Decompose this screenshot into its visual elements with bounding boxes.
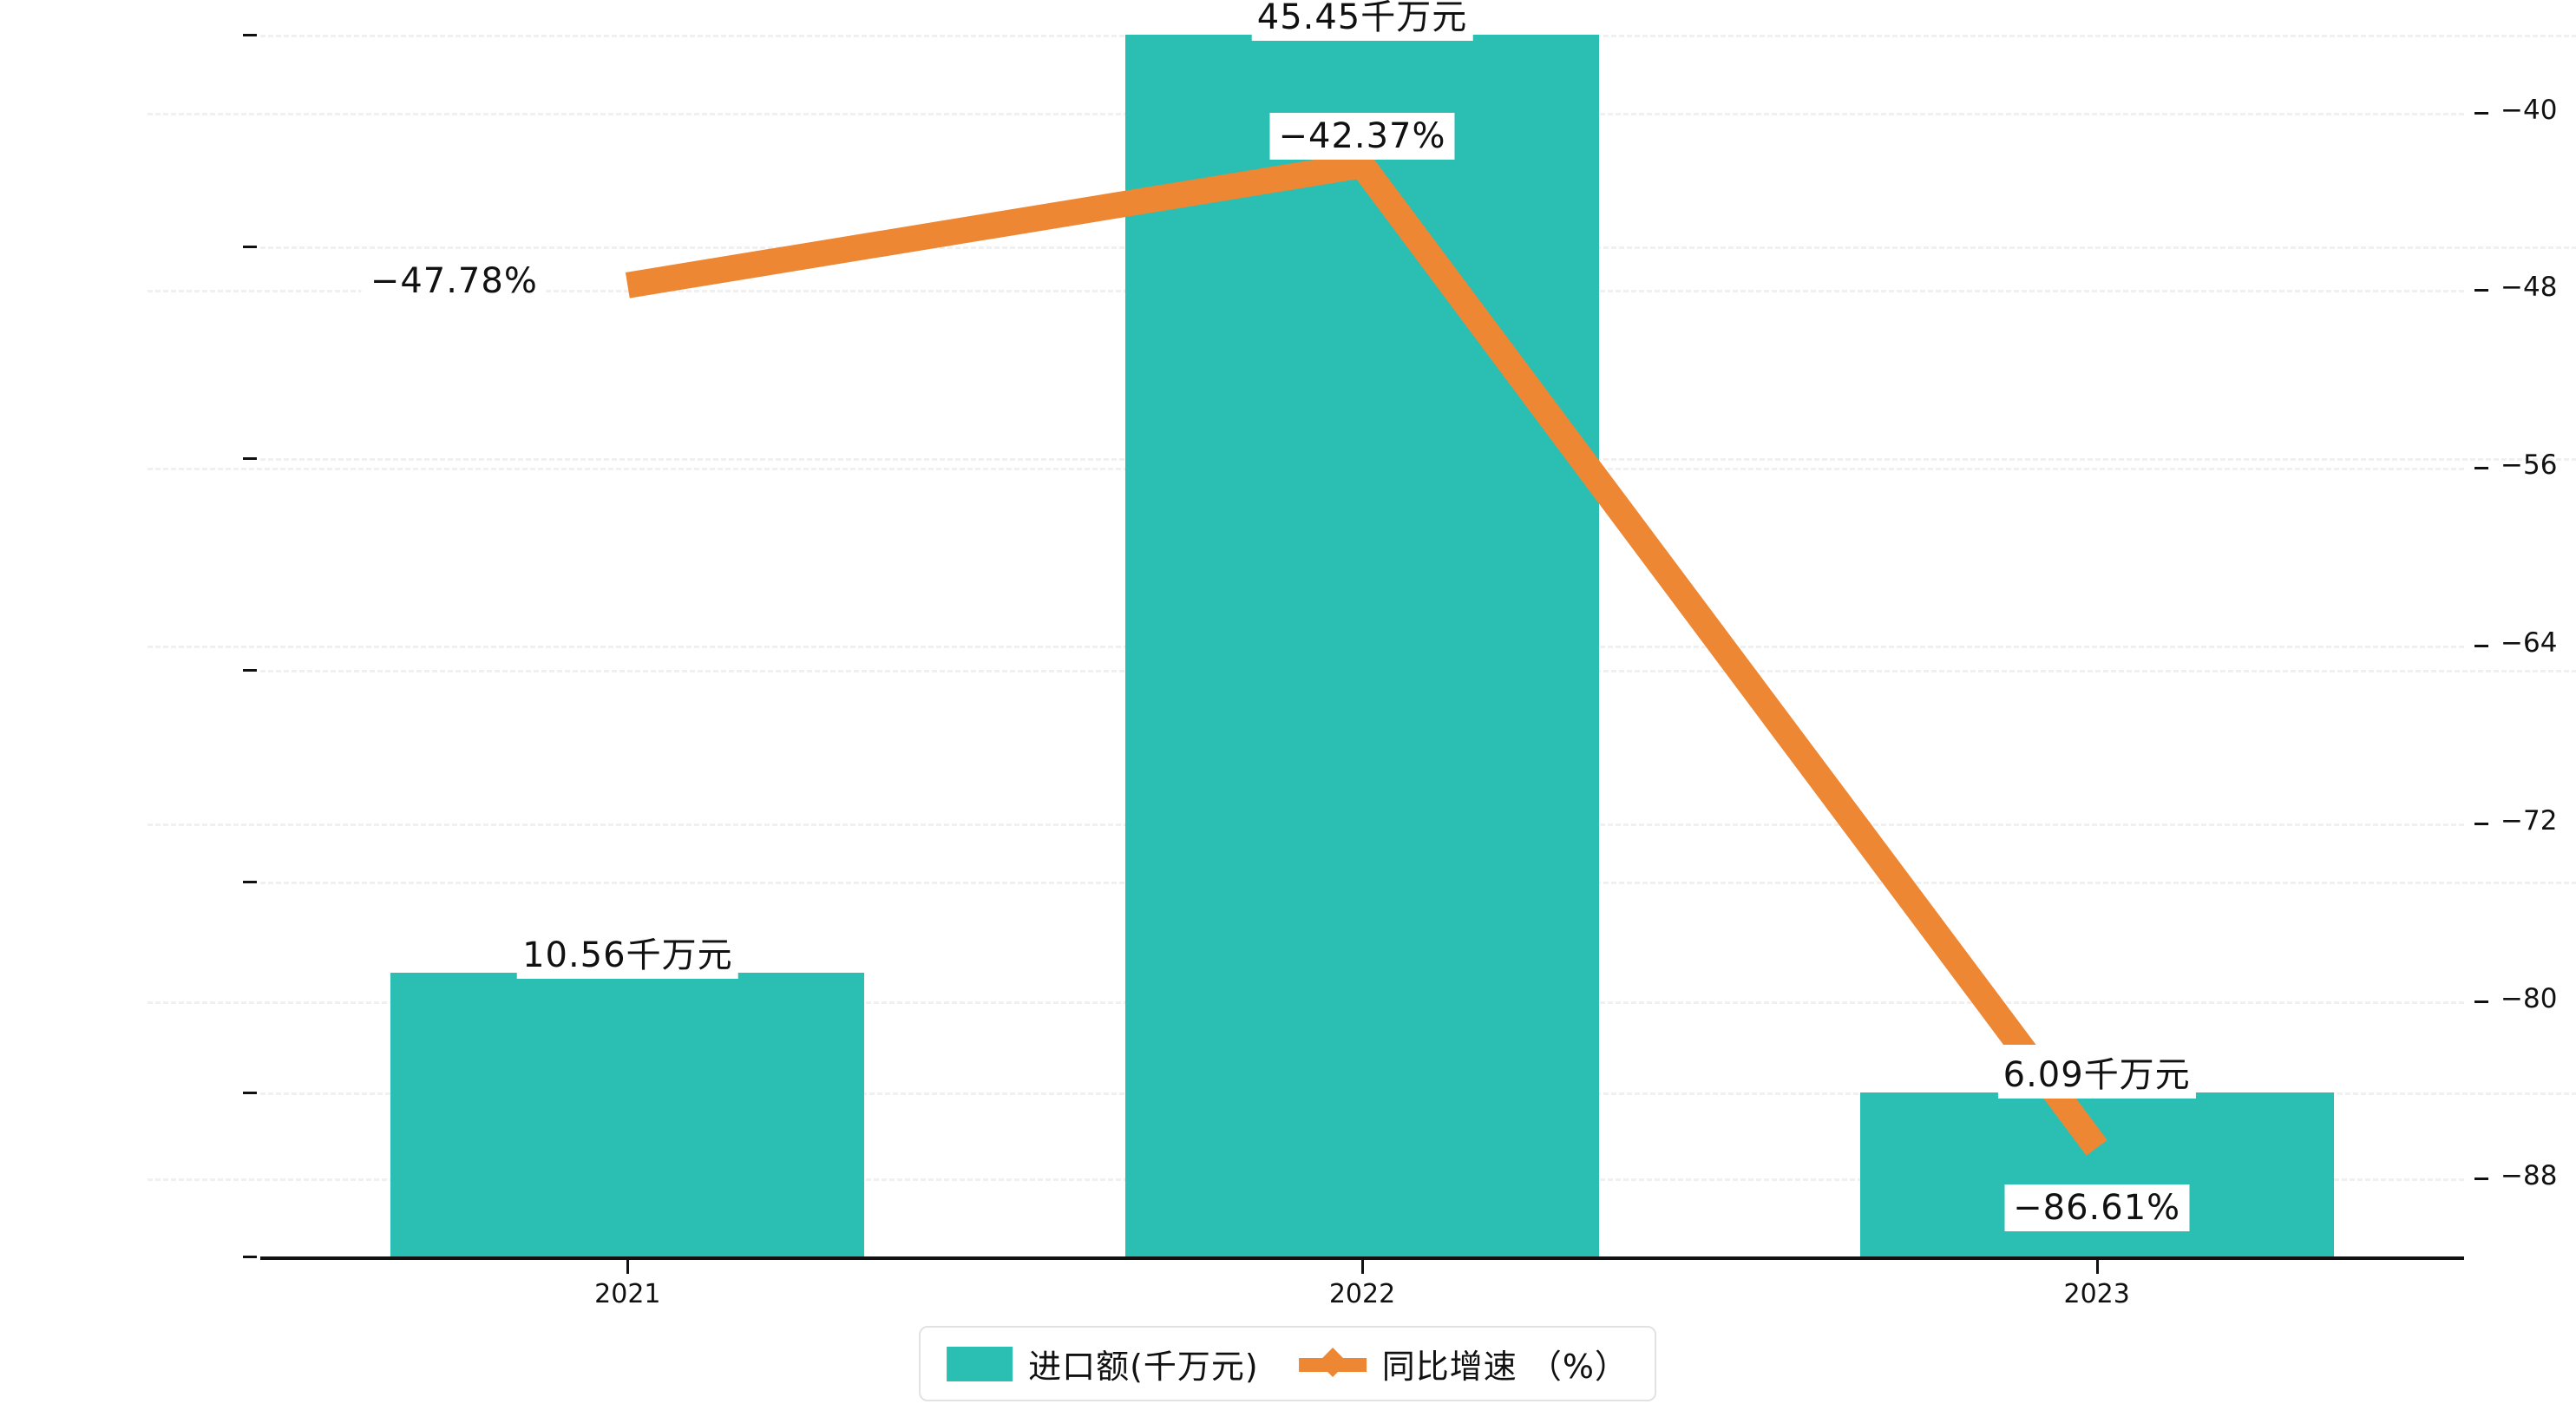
left-axis-tick-mark xyxy=(243,34,257,36)
left-axis-tick-mark xyxy=(243,1256,257,1258)
legend-label-bar: 进口额(千万元) xyxy=(1028,1348,1259,1386)
line-data-label-2022: −42.37% xyxy=(1269,113,1455,161)
bar-2022[interactable] xyxy=(1124,35,1600,1256)
right-axis-tick-mark xyxy=(2474,111,2488,115)
x-axis-line xyxy=(260,1256,2464,1260)
legend-swatch-bar-icon xyxy=(947,1346,1013,1381)
bar-2021[interactable] xyxy=(390,972,865,1256)
right-axis-tick-label: −88 xyxy=(2501,1160,2558,1192)
right-axis-tick-label: −80 xyxy=(2501,982,2558,1014)
right-axis-tick-mark xyxy=(2474,1000,2488,1003)
bar-data-label-2022: 45.45千万元 xyxy=(1251,0,1473,41)
left-axis-tick-mark xyxy=(243,668,257,672)
right-axis-tick-label: −40 xyxy=(2501,94,2558,126)
x-axis-tick-mark xyxy=(626,1260,630,1274)
right-axis-tick-label: −48 xyxy=(2501,272,2558,304)
x-axis-tick-mark xyxy=(1361,1260,1364,1274)
x-axis-tick-label-2023: 2023 xyxy=(2063,1279,2130,1309)
left-axis-tick-mark xyxy=(243,245,257,248)
legend-item-bar[interactable]: 进口额(千万元) xyxy=(947,1340,1259,1387)
right-axis-tick-mark xyxy=(2474,645,2488,647)
x-axis-tick-mark xyxy=(2095,1260,2099,1274)
left-axis-tick-mark xyxy=(243,880,257,883)
legend-label-line: 同比增速 （%） xyxy=(1381,1348,1629,1386)
left-axis-tick-mark xyxy=(243,1092,257,1095)
right-axis-tick-label: −64 xyxy=(2501,627,2558,659)
legend-swatch-line-icon xyxy=(1298,1347,1367,1381)
right-axis-tick-label: −56 xyxy=(2501,449,2558,482)
right-axis-tick-label: −72 xyxy=(2501,804,2558,836)
right-axis-tick-mark xyxy=(2474,467,2488,470)
right-axis-tick-mark xyxy=(2474,822,2488,825)
bar-data-label-2023: 6.09千万元 xyxy=(1997,1045,2196,1099)
legend-item-line[interactable]: 同比增速 （%） xyxy=(1298,1340,1629,1387)
right-axis-tick-mark xyxy=(2474,289,2488,292)
chart-legend[interactable]: 进口额(千万元) 同比增速 （%） xyxy=(919,1326,1656,1401)
x-axis-tick-label-2022: 2022 xyxy=(1328,1279,1396,1309)
line-data-label-2023: −86.61% xyxy=(2004,1184,2190,1231)
right-axis-tick-mark xyxy=(2474,1178,2488,1181)
line-data-label-2021: −47.78% xyxy=(361,257,547,305)
left-axis-tick-mark xyxy=(243,456,257,460)
bar-data-label-2021: 10.56千万元 xyxy=(517,924,738,979)
x-axis-tick-label-2021: 2021 xyxy=(594,1279,661,1309)
